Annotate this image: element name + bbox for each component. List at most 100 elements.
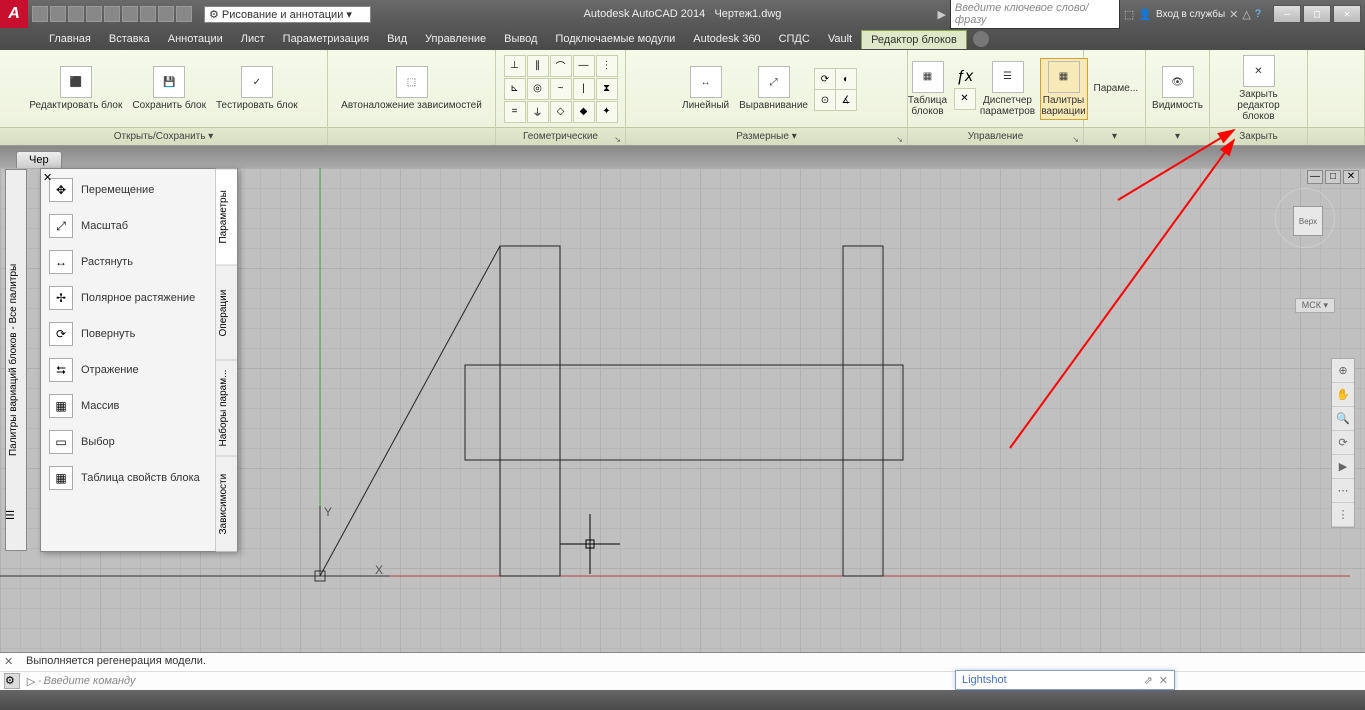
linear-button[interactable]: ↔Линейный	[678, 64, 733, 113]
palette-props-icon[interactable]: ☰	[5, 509, 27, 549]
palette-tab[interactable]: Операции	[216, 265, 237, 361]
tool-icon[interactable]: ✦	[596, 101, 618, 123]
fullnav-icon[interactable]: ⊕	[1332, 359, 1354, 383]
infocenter-icon[interactable]: ⬚	[1124, 8, 1134, 21]
menu-аннотации[interactable]: Аннотации	[159, 30, 232, 48]
panel-title[interactable]: Геометрические↘	[496, 127, 625, 145]
tangent-icon[interactable]: ⌒	[550, 55, 572, 77]
palette-item[interactable]: ⮀Отражение	[45, 355, 211, 385]
visibility-button[interactable]: 👁Видимость	[1152, 64, 1203, 113]
equal-icon[interactable]: =	[504, 101, 526, 123]
maximize-button[interactable]: □	[1303, 5, 1331, 23]
nav-icon[interactable]: ⋯	[1332, 479, 1354, 503]
menu-autodesk 360[interactable]: Autodesk 360	[684, 30, 769, 48]
palette-item[interactable]: ↔Растянуть	[45, 247, 211, 277]
auto-constrain-button[interactable]: ⬚Автоналожение зависимостей	[337, 64, 486, 113]
qat-plot-icon[interactable]	[104, 6, 120, 22]
menu-управление[interactable]: Управление	[416, 30, 495, 48]
perpend-icon[interactable]: ⊾	[504, 78, 526, 100]
coincident-icon[interactable]: ⊥	[504, 55, 526, 77]
close-button[interactable]: ✕	[1333, 5, 1361, 23]
viewcube-face[interactable]: Верх	[1293, 206, 1323, 236]
menu-вывод[interactable]: Вывод	[495, 30, 546, 48]
menu-спдс[interactable]: СПДС	[770, 30, 819, 48]
panel-title[interactable]: ▾	[1146, 127, 1209, 145]
menu-редактор блоков[interactable]: Редактор блоков	[861, 30, 967, 49]
menu-вставка[interactable]: Вставка	[100, 30, 159, 48]
param-manager-button[interactable]: ☰Диспетчер параметров	[978, 59, 1038, 119]
aligned-button[interactable]: ⤢Выравнивание	[735, 64, 812, 113]
doc-minimize-button[interactable]: —	[1307, 170, 1323, 184]
wcs-label[interactable]: МСК ▾	[1295, 298, 1335, 313]
doc-maximize-button[interactable]: □	[1325, 170, 1341, 184]
menu-подключаемые модули[interactable]: Подключаемые модули	[546, 30, 684, 48]
zoom-icon[interactable]: 🔍	[1332, 407, 1354, 431]
palette-item[interactable]: ▦Таблица свойств блока	[45, 463, 211, 493]
dim-icon[interactable]: ⊙	[814, 89, 836, 111]
tool-icon[interactable]: ◆	[573, 101, 595, 123]
collinear-icon[interactable]: ⋮	[596, 55, 618, 77]
parallel-icon[interactable]: ∥	[527, 55, 549, 77]
test-block-button[interactable]: ✓Тестировать блок	[212, 64, 302, 113]
menu-лист[interactable]: Лист	[232, 30, 274, 48]
menu-параметризация[interactable]: Параметризация	[274, 30, 378, 48]
menu-главная[interactable]: Главная	[40, 30, 100, 48]
panel-title[interactable]: Открыть/Сохранить ▾	[0, 127, 327, 145]
showmotion-icon[interactable]: ▶	[1332, 455, 1354, 479]
file-tab[interactable]: Чер	[16, 151, 62, 168]
palette-item[interactable]: ⤢Масштаб	[45, 211, 211, 241]
doc-close-button[interactable]: ✕	[1343, 170, 1359, 184]
qat-save-icon[interactable]	[68, 6, 84, 22]
cloud-icon[interactable]: △	[1242, 8, 1250, 21]
palette-item[interactable]: ▦Массив	[45, 391, 211, 421]
qat-redo-icon[interactable]	[140, 6, 156, 22]
palette-item[interactable]: ✢Полярное растяжение	[45, 283, 211, 313]
orbit-icon[interactable]: ⟳	[1332, 431, 1354, 455]
qat-saveas-icon[interactable]	[86, 6, 102, 22]
qat-new-icon[interactable]	[32, 6, 48, 22]
drawing-canvas[interactable]: YX — □ ✕ Верх МСК ▾ ⊕ ✋ 🔍 ⟳ ▶ ⋯ ⋮ ✕ ⇤ Па…	[0, 168, 1365, 652]
block-table-button[interactable]: ▦Таблица блоков	[904, 59, 952, 119]
user-icon[interactable]: 👤	[1138, 8, 1152, 21]
palette-tab[interactable]: Наборы парам...	[216, 360, 237, 456]
lightshot-pin-icon[interactable]: ⇗	[1144, 674, 1153, 687]
qat-print-icon[interactable]	[158, 6, 174, 22]
dim-icon[interactable]: ◐	[835, 68, 857, 90]
edit-block-button[interactable]: ⬛Редактировать блок	[25, 64, 126, 113]
palette-item[interactable]: ▭Выбор	[45, 427, 211, 457]
minimize-button[interactable]: —	[1273, 5, 1301, 23]
cmd-close-icon[interactable]: ✕	[4, 655, 13, 668]
palette-tab[interactable]: Параметры	[216, 169, 237, 265]
menu-vault[interactable]: Vault	[819, 30, 861, 48]
app-logo[interactable]: A	[0, 0, 28, 28]
play-icon[interactable]: ▶	[937, 8, 945, 21]
delete-constraints-icon[interactable]: ✕	[954, 88, 976, 110]
save-block-button[interactable]: 💾Сохранить блок	[128, 64, 210, 113]
help-icon[interactable]: ?	[1255, 8, 1261, 20]
palette-tab[interactable]: Зависимости	[216, 456, 237, 552]
exchange-icon[interactable]: ✕	[1229, 8, 1238, 21]
close-editor-button[interactable]: ✕Закрыть редактор блоков	[1216, 53, 1301, 124]
horizontal-icon[interactable]: —	[573, 55, 595, 77]
qat-undo-icon[interactable]	[122, 6, 138, 22]
panel-title[interactable]: Размерные ▾↘	[626, 127, 907, 145]
workspace-selector[interactable]: ⚙ Рисование и аннотации ▾	[204, 6, 371, 23]
ribbon-options-icon[interactable]	[973, 31, 989, 47]
lightshot-close-icon[interactable]: ✕	[1159, 674, 1168, 687]
cmd-menu-icon[interactable]: ⚙	[4, 673, 20, 689]
fix-icon[interactable]: ⏚	[527, 101, 549, 123]
qat-more-icon[interactable]	[176, 6, 192, 22]
qat-open-icon[interactable]	[50, 6, 66, 22]
vertical-icon[interactable]: |	[573, 78, 595, 100]
dim-icon[interactable]: ⟳	[814, 68, 836, 90]
smooth-icon[interactable]: ~	[550, 78, 572, 100]
tool-icon[interactable]: ◇	[550, 101, 572, 123]
viewcube[interactable]: Верх	[1275, 188, 1335, 248]
panel-title[interactable]: Управление↘	[908, 127, 1083, 145]
palette-close-button[interactable]: ✕	[43, 171, 52, 184]
signin-label[interactable]: Вход в службы	[1156, 9, 1225, 20]
concentric-icon[interactable]: ◎	[527, 78, 549, 100]
panel-title[interactable]: ▾	[1084, 127, 1145, 145]
dim-icon[interactable]: ∡	[835, 89, 857, 111]
pan-icon[interactable]: ✋	[1332, 383, 1354, 407]
